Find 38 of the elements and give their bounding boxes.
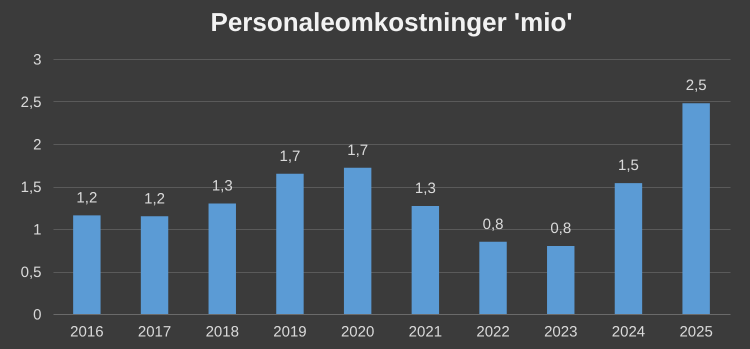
- x-tick-label: 2024: [612, 324, 646, 340]
- data-label: 1,3: [414, 180, 436, 198]
- data-label: 1,2: [144, 190, 165, 208]
- data-label: 1,7: [347, 142, 368, 159]
- data-label: 1,3: [212, 178, 233, 194]
- y-tick-label: 0: [33, 306, 42, 324]
- bar: [412, 206, 440, 314]
- data-label: 1,2: [76, 189, 98, 206]
- x-tick-label: 2022: [476, 324, 510, 340]
- data-label: 0,8: [482, 216, 504, 233]
- y-tick-label: 2,5: [20, 94, 42, 111]
- data-label: 0,8: [550, 220, 572, 237]
- x-tick-label: 2016: [70, 324, 104, 340]
- y-tick-label: 1: [33, 222, 42, 238]
- x-tick-label: 2023: [544, 324, 578, 340]
- x-tick-label: 2017: [138, 324, 172, 340]
- y-tick-label: 2: [33, 136, 42, 154]
- data-label: 1,5: [618, 157, 639, 174]
- bar: [682, 103, 710, 314]
- bar: [276, 174, 304, 314]
- bar: [479, 242, 507, 314]
- y-tick-label: 0,5: [20, 264, 42, 281]
- x-tick-label: 2021: [408, 324, 442, 340]
- x-tick-label: 2019: [273, 324, 307, 340]
- chart-title: Personaleomkostninger 'mio': [210, 7, 573, 37]
- bar: [208, 204, 236, 314]
- x-tick-label: 2018: [206, 324, 239, 340]
- x-tick-label: 2025: [679, 324, 713, 340]
- bar: [547, 246, 574, 314]
- x-tick-label: 2020: [340, 324, 374, 340]
- bar: [614, 183, 642, 314]
- bar: [140, 216, 168, 314]
- data-label: 2,5: [686, 77, 707, 94]
- bar: [344, 168, 372, 314]
- data-label: 1,7: [280, 148, 300, 165]
- y-tick-label: 1,5: [20, 179, 42, 196]
- bar: [73, 215, 101, 314]
- y-tick-label: 3: [33, 52, 42, 68]
